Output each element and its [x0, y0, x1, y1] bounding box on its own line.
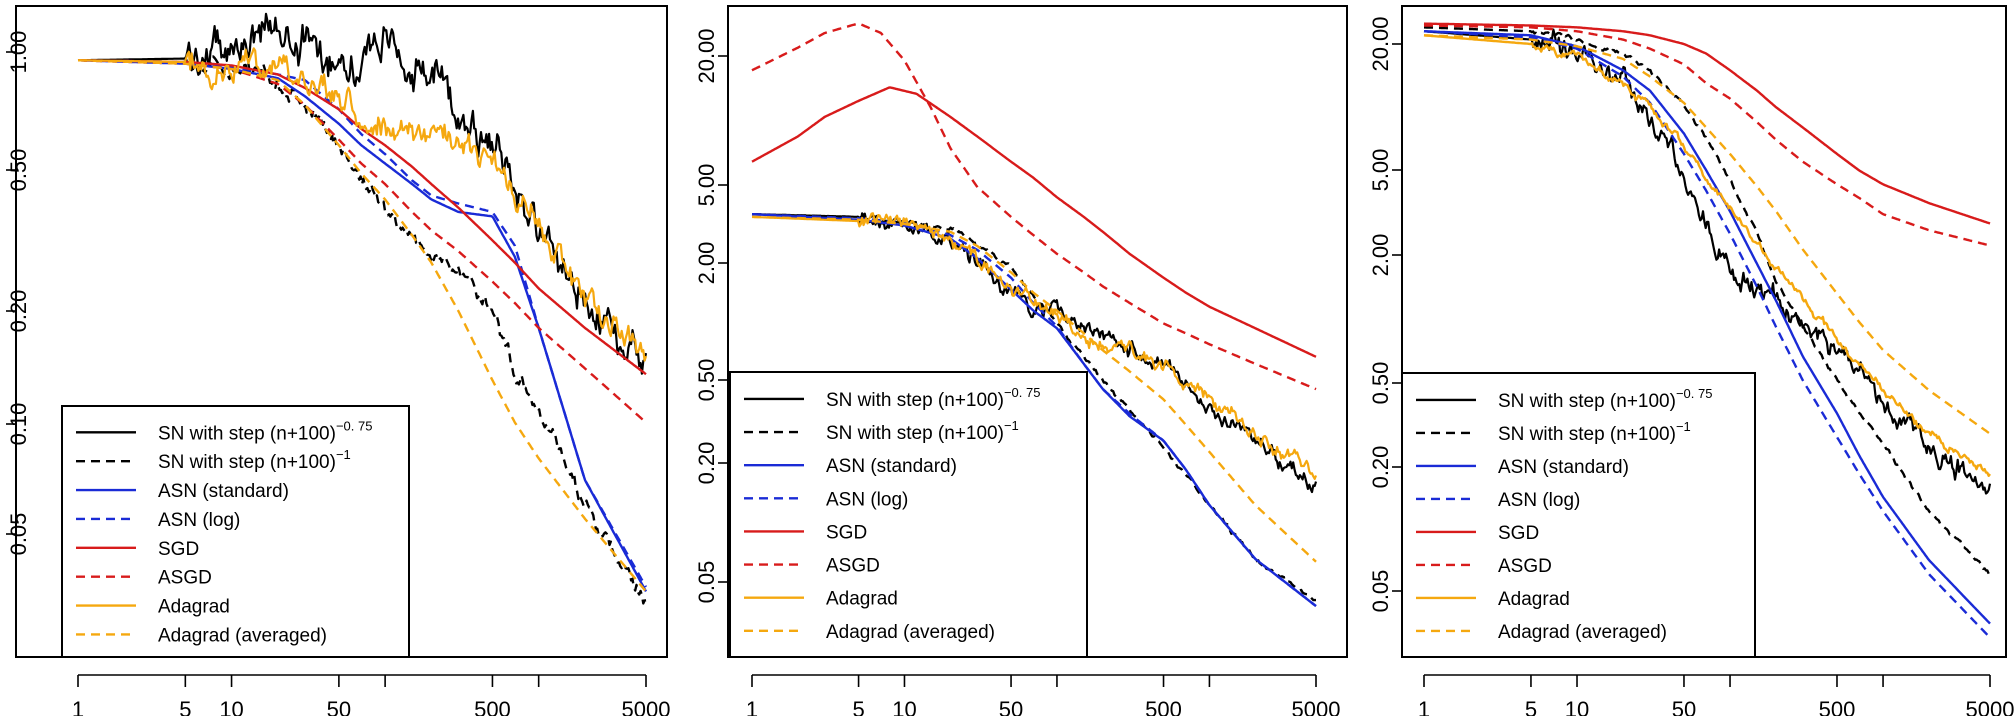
legend-label: Adagrad (averaged): [1498, 622, 1667, 643]
series-line-6: [78, 59, 647, 424]
y-tick-label: 0.10: [6, 403, 31, 446]
series-line-8: [1423, 34, 1991, 435]
series-line-5: [751, 86, 1317, 358]
series-line-5: [78, 59, 647, 376]
x-tick-label: 1: [746, 697, 758, 716]
series-line-7: [1423, 34, 1991, 477]
y-tick-label: 0.20: [694, 442, 719, 485]
series-line-1: [77, 12, 648, 375]
x-tick-label: 50: [999, 697, 1023, 716]
series-line-6: [1424, 24, 1991, 247]
legend-box: [61, 405, 410, 658]
legend-label: Adagrad: [158, 597, 230, 618]
x-tick-label: 500: [1819, 697, 1856, 716]
x-tick-label: 5: [852, 697, 864, 716]
y-tick-label: 0.50: [694, 359, 719, 402]
x-tick-label: 5000: [1966, 697, 2015, 716]
y-tick-label: 0.50: [1368, 362, 1393, 405]
series-line-7: [78, 47, 648, 362]
series-line-2: [1424, 26, 1990, 575]
series-group: [751, 22, 1318, 608]
legend: SN with step (n+100)−0. 75 SN with step (…: [1401, 372, 1756, 658]
legend-label: ASN (standard): [158, 481, 289, 502]
y-tick-label: 0.05: [1368, 570, 1393, 613]
y-tick-label: 2.00: [1368, 234, 1393, 277]
y-tick-label: 20.00: [1368, 16, 1393, 71]
series-group: [1423, 22, 1992, 639]
legend-label: ASN (log): [1498, 490, 1580, 511]
y-tick-label: 5.00: [1368, 149, 1393, 192]
legend-box: [1401, 372, 1756, 658]
legend-label: SN with step (n+100)−1: [1498, 419, 1691, 445]
x-tick-label: 10: [1565, 697, 1589, 716]
legend-label: SGD: [158, 539, 199, 560]
series-line-6: [751, 22, 1317, 391]
x-tick-label: 10: [219, 697, 243, 716]
x-tick-label: 50: [327, 697, 351, 716]
legend-label: ASN (standard): [1498, 457, 1629, 478]
series-line-4: [1423, 30, 1991, 639]
series-line-3: [1423, 30, 1991, 625]
x-tick-label: 5: [1525, 697, 1537, 716]
y-tick-label: 0.50: [6, 149, 31, 192]
x-tick-label: 5000: [622, 697, 671, 716]
series-line-7: [752, 212, 1318, 480]
chart-panel-1: 1 5 10 50 500 5000 1.00 0.50 0.20 0.10 0.05 SN with…: [6, 5, 671, 716]
x-tick-label: 1: [72, 697, 84, 716]
legend-label: ASN (log): [826, 489, 908, 510]
legend: SN with step (n+100)−0. 75 SN with step (…: [729, 371, 1088, 658]
y-tick-label: 2.00: [694, 242, 719, 285]
legend-box: [729, 371, 1088, 658]
legend-label: ASGD: [826, 556, 880, 577]
legend-label: Adagrad: [1498, 589, 1570, 610]
series-group: [77, 12, 648, 605]
x-tick-label: 1: [1418, 697, 1430, 716]
y-tick-label: 0.20: [1368, 446, 1393, 489]
legend-label: ASN (log): [158, 510, 240, 531]
chart-panel-3: 1 5 10 50 500 5000 20.00 5.00 2.00 0.50 0.20 0.05 SN…: [1368, 5, 2015, 716]
y-tick-label: 0.20: [6, 290, 31, 333]
series-line-5: [1423, 22, 1991, 225]
series-line-8: [78, 59, 647, 593]
legend-label: SN with step (n+100)−1: [826, 418, 1019, 444]
x-tick-label: 5: [179, 697, 191, 716]
series-line-8: [752, 215, 1317, 563]
legend-label: SGD: [826, 522, 867, 543]
legend-label: Adagrad: [826, 589, 898, 610]
legend-label: ASGD: [158, 568, 212, 589]
legend: SN with step (n+100)−0. 75 SN with step (…: [61, 405, 410, 658]
x-tick-label: 5000: [1292, 697, 1341, 716]
legend-label: Adagrad (averaged): [826, 622, 995, 643]
x-tick-label: 50: [1672, 697, 1696, 716]
legend-label: Adagrad (averaged): [158, 625, 327, 646]
chart-panel-2: 1 5 10 50 500 5000 20.00 5.00 2.00 0.50 0.20 0.05 SN…: [694, 5, 1348, 716]
y-tick-label: 0.05: [694, 561, 719, 604]
y-tick-label: 1.00: [6, 31, 31, 74]
legend-label: SN with step (n+100)−0. 75: [826, 385, 1040, 411]
y-tick-label: 0.05: [6, 513, 31, 556]
legend-label: ASN (standard): [826, 456, 957, 477]
y-tick-label: 5.00: [694, 164, 719, 207]
legend-label: ASGD: [1498, 556, 1552, 577]
legend-label: SGD: [1498, 523, 1539, 544]
legend-label: SN with step (n+100)−1: [158, 447, 351, 473]
x-tick-label: 500: [1145, 697, 1182, 716]
x-tick-label: 500: [474, 697, 511, 716]
series-line-4: [752, 212, 1317, 608]
legend-label: SN with step (n+100)−0. 75: [158, 418, 372, 444]
legend-label: SN with step (n+100)−0. 75: [1498, 386, 1712, 412]
y-tick-label: 20.00: [694, 28, 719, 83]
x-tick-label: 10: [892, 697, 916, 716]
